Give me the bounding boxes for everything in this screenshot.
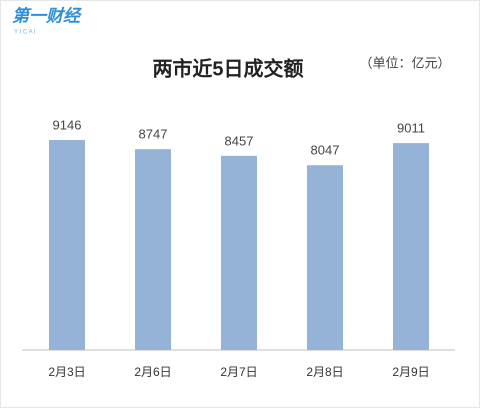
x-tick-label: 2月7日 — [220, 365, 257, 379]
bar — [221, 155, 257, 350]
bar — [49, 140, 85, 350]
value-label: 9011 — [397, 121, 425, 136]
bar — [393, 143, 429, 350]
chart-subtitle: （单位：亿元） — [359, 55, 450, 70]
x-tick-label: 2月6日 — [134, 365, 171, 379]
x-tick-label: 2月9日 — [392, 365, 429, 379]
x-tick-label: 2月8日 — [306, 365, 343, 379]
value-label: 8747 — [139, 127, 168, 142]
x-tick-label: 2月3日 — [48, 365, 85, 379]
bar — [307, 165, 343, 350]
value-label: 8457 — [225, 133, 254, 148]
bar — [135, 149, 171, 350]
value-label: 9146 — [53, 117, 82, 132]
logo: 第一财经 — [12, 6, 82, 25]
value-label: 8047 — [311, 143, 340, 158]
logo-sub: Y I C A I — [14, 30, 36, 36]
chart-title: 两市近5日成交额 — [152, 56, 303, 80]
